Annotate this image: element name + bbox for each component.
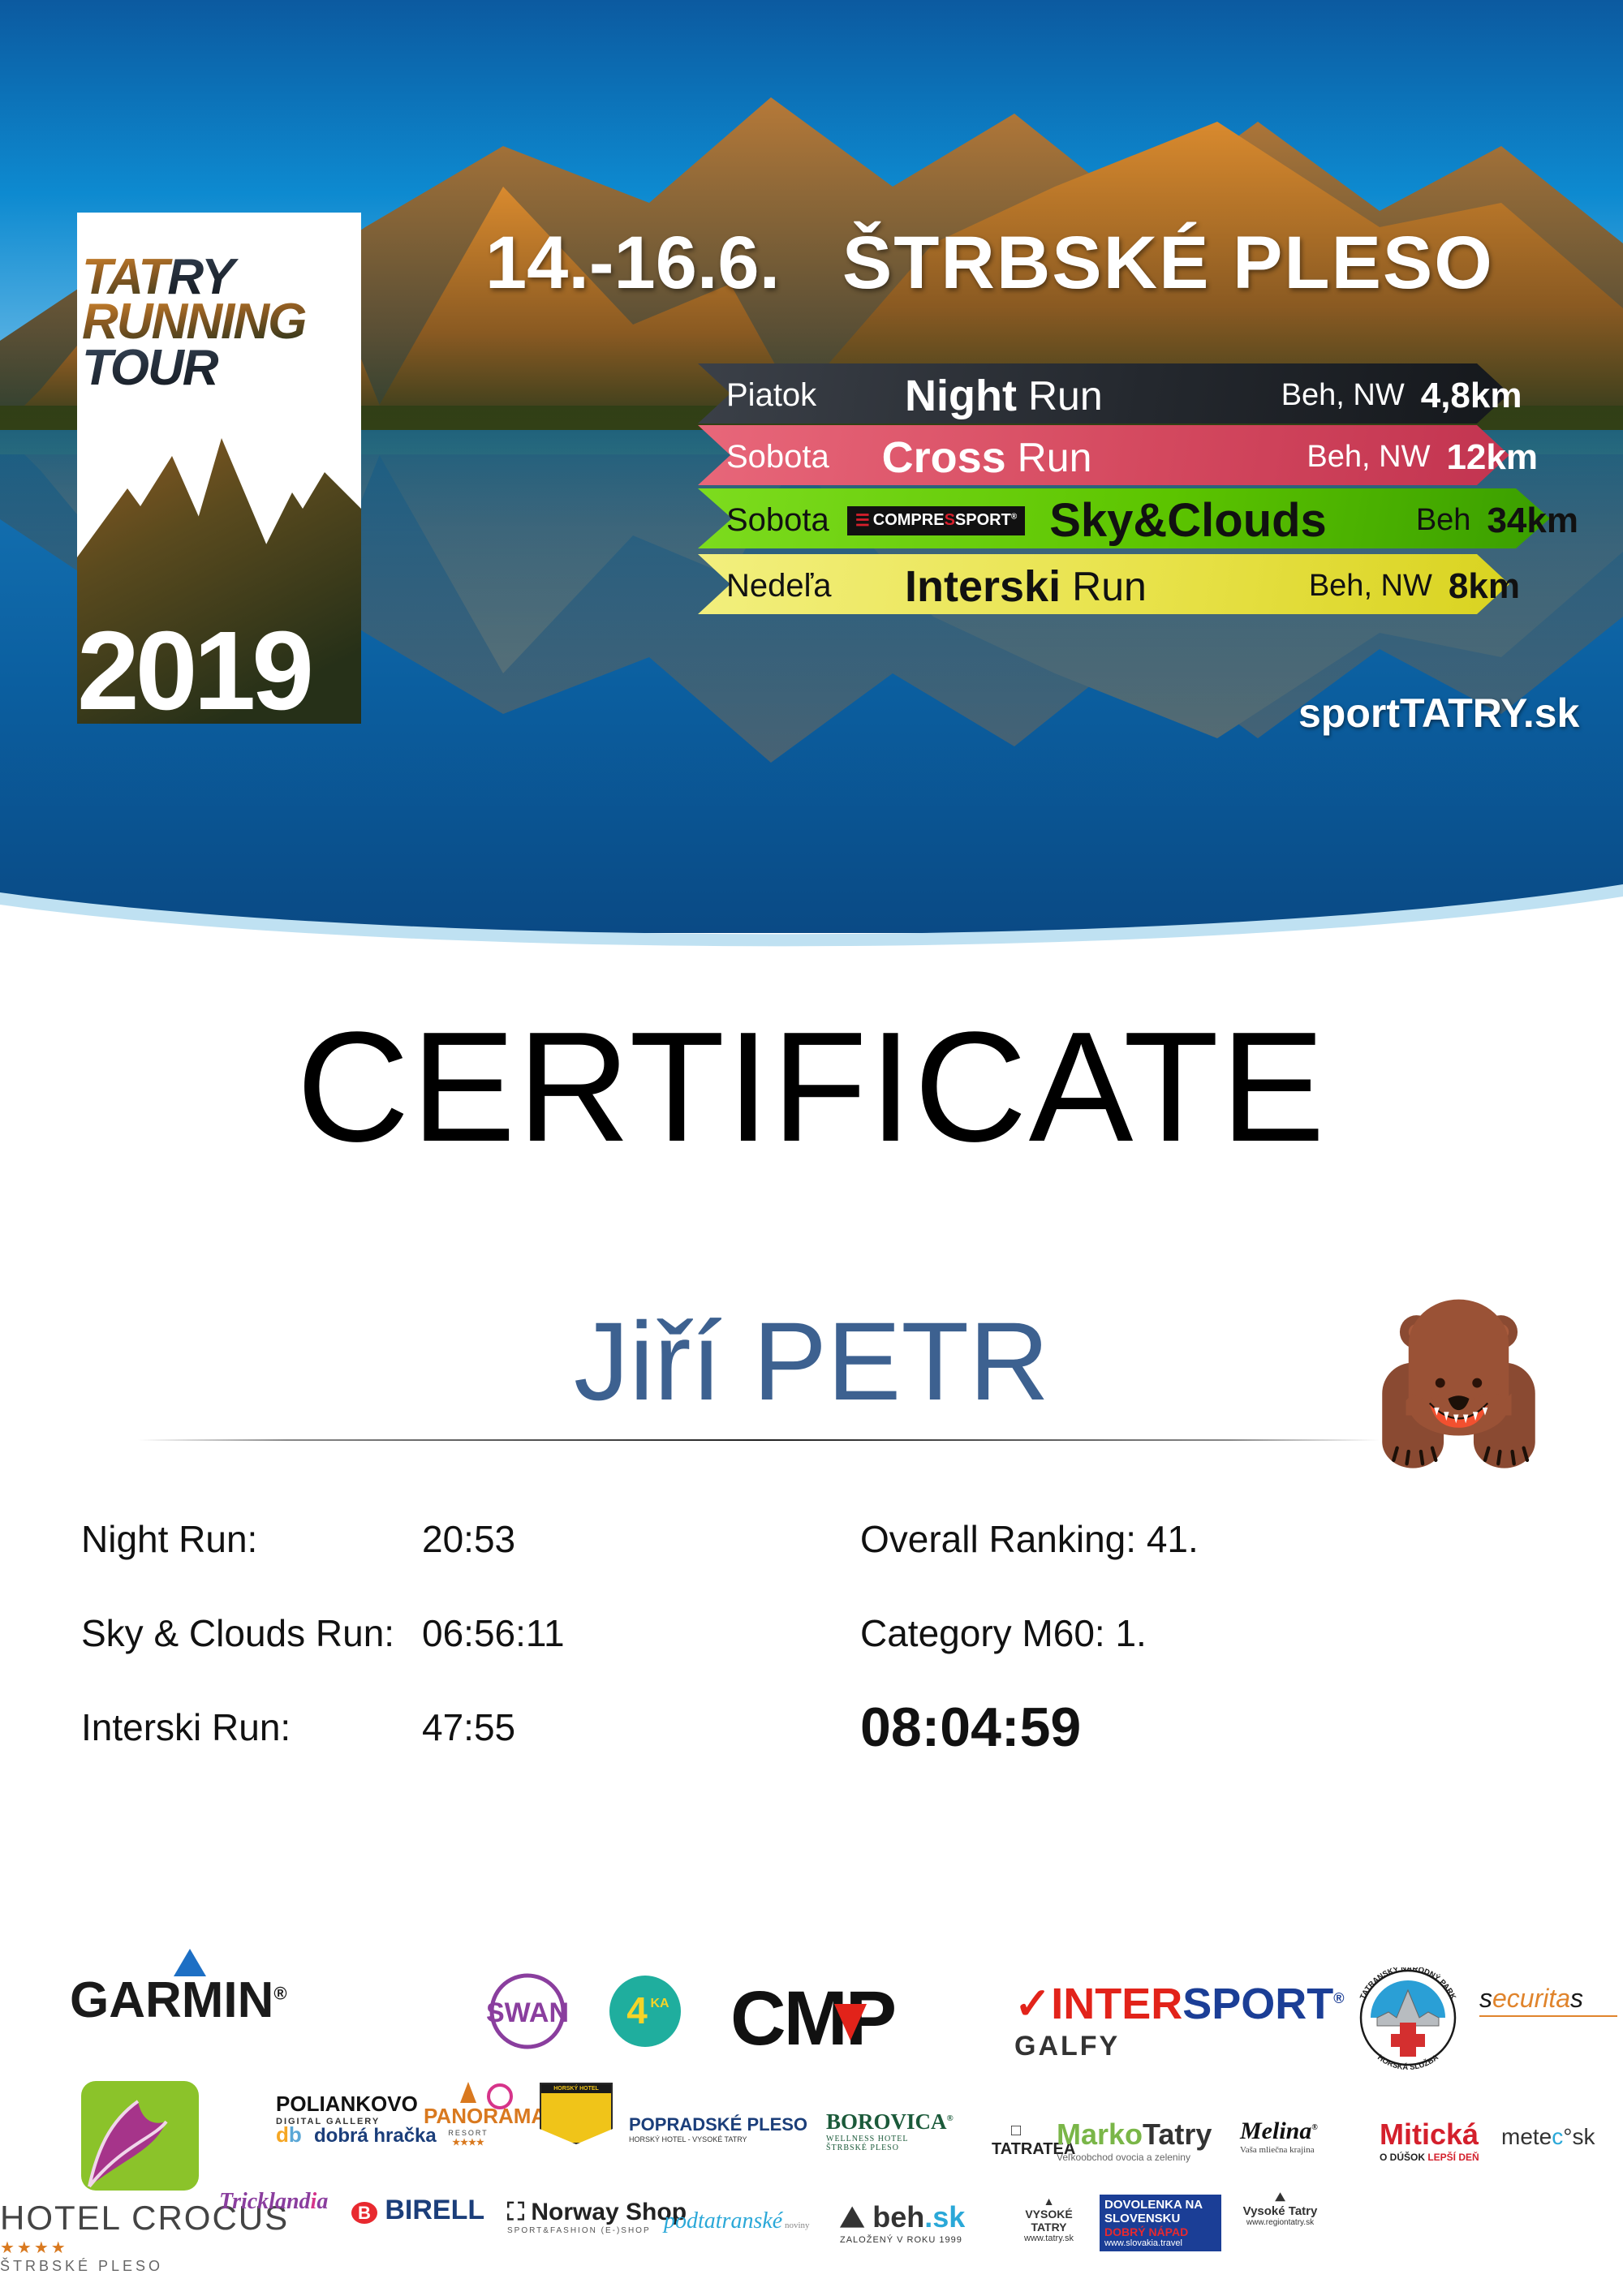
svg-text:4: 4	[626, 1989, 648, 2032]
svg-text:KA: KA	[650, 1997, 669, 2010]
svg-text:SWAN: SWAN	[486, 1997, 569, 2028]
svg-text:CMP: CMP	[730, 1980, 895, 2061]
